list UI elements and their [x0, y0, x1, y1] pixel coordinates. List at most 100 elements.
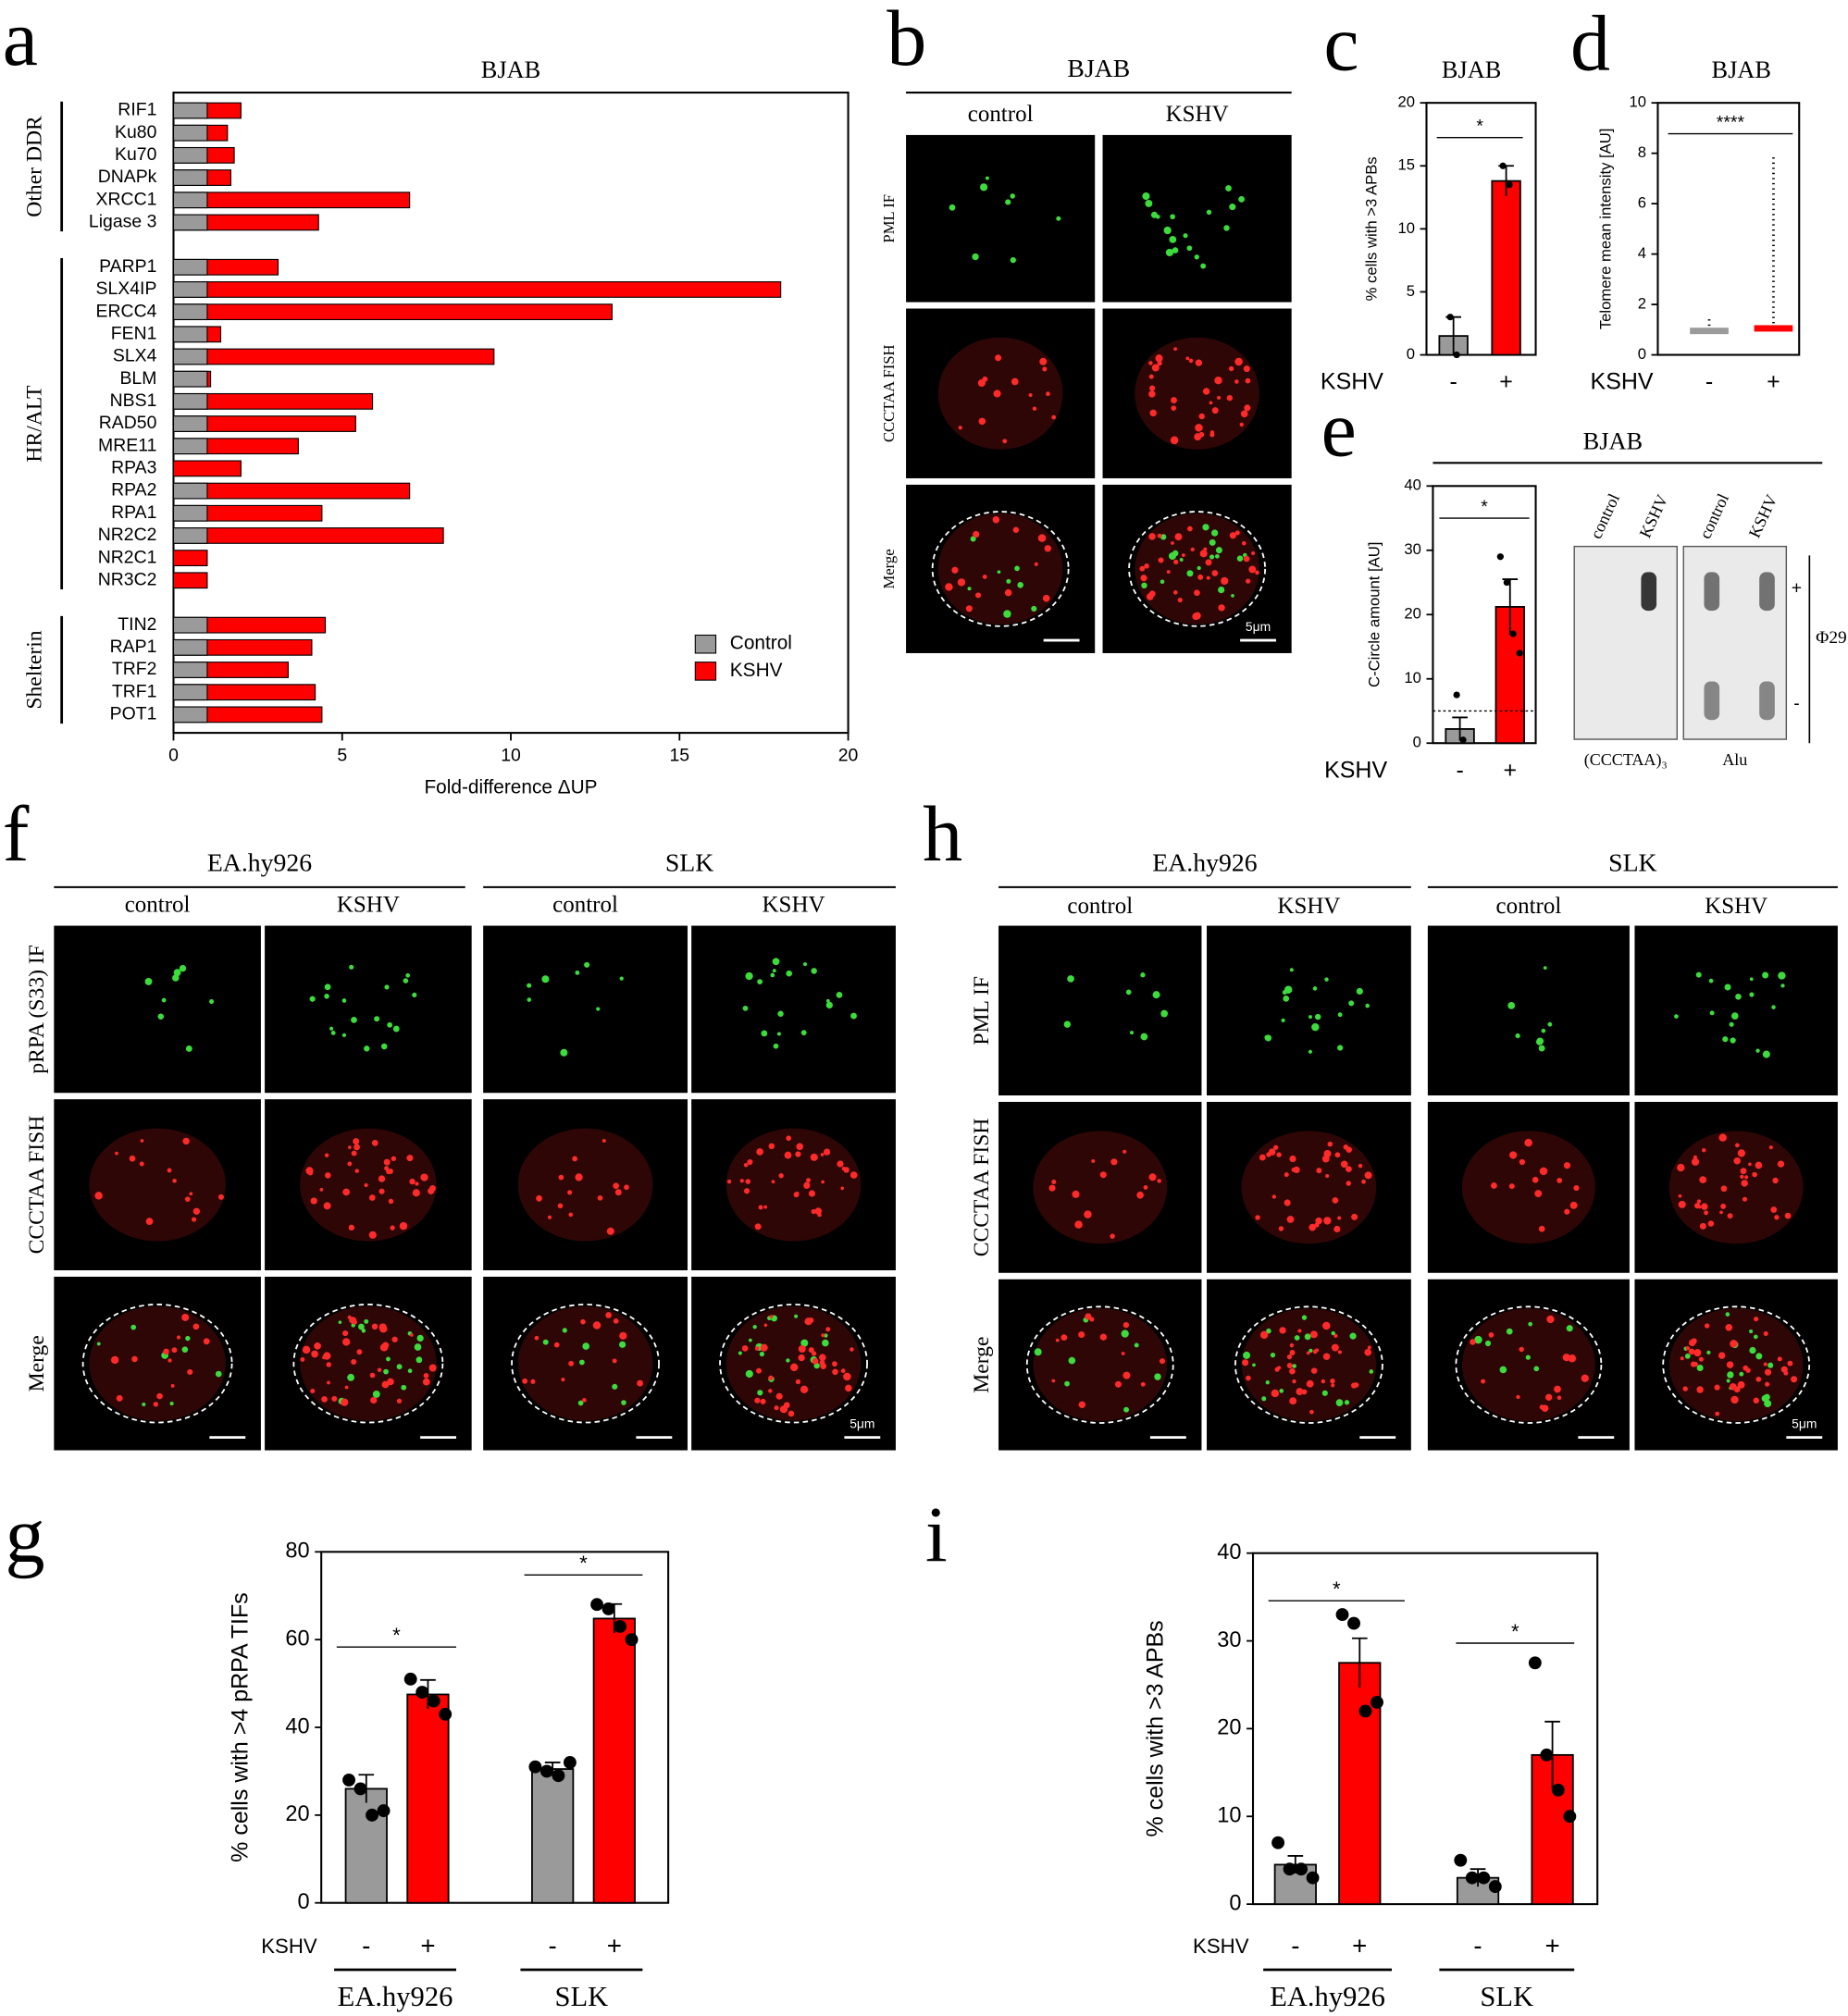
focus [1229, 532, 1236, 539]
focus [1754, 1317, 1759, 1322]
focus [1774, 1215, 1780, 1220]
focus [94, 1192, 103, 1200]
focus [1762, 1050, 1770, 1058]
nucleus-glow [1241, 1131, 1377, 1244]
y-tick-label: 40 [285, 1714, 309, 1738]
focus [1243, 555, 1250, 563]
micrograph [265, 925, 472, 1094]
focus [1310, 1367, 1318, 1374]
focus [794, 1314, 799, 1318]
focus [536, 1194, 542, 1202]
focus [605, 1312, 612, 1318]
focus [1279, 1389, 1284, 1393]
focus [1195, 424, 1203, 432]
focus [388, 1198, 394, 1205]
y-tick-label: 60 [285, 1626, 309, 1651]
focus [758, 1205, 763, 1210]
data-point [1459, 736, 1467, 744]
cell-outline [511, 1304, 660, 1424]
focus [1292, 1364, 1296, 1368]
focus [1209, 538, 1216, 546]
bar [172, 392, 208, 410]
data-point [1370, 1696, 1383, 1709]
row-label: Merge [970, 1337, 994, 1393]
focus [176, 1335, 181, 1340]
focus [1078, 1401, 1086, 1409]
focus [1322, 1353, 1331, 1360]
focus [1141, 582, 1147, 589]
nucleus-glow [1033, 1308, 1168, 1422]
focus [726, 1179, 732, 1184]
data-point [1563, 1810, 1577, 1824]
row-label: PML IF [880, 194, 898, 243]
focus [189, 1192, 193, 1196]
focus [1545, 1393, 1553, 1401]
data-point [353, 1782, 367, 1796]
data-point [1306, 1871, 1320, 1885]
focus [181, 1314, 190, 1321]
chart-title: BJAB [1442, 56, 1501, 83]
legend-swatch [694, 634, 717, 654]
focus [1160, 579, 1165, 585]
focus [1215, 547, 1222, 554]
focus [1735, 993, 1742, 1000]
nucleus-glow [300, 1305, 437, 1421]
group-label: SLK [665, 849, 713, 878]
focus [415, 1181, 419, 1186]
focus [1316, 1168, 1322, 1174]
focus [619, 1341, 626, 1348]
focus [1099, 1333, 1108, 1341]
focus [384, 1166, 390, 1171]
focus [1197, 565, 1201, 571]
focus [330, 1031, 336, 1035]
data-point [403, 1672, 417, 1686]
focus [1309, 1409, 1314, 1415]
focus [832, 1361, 837, 1367]
focus [321, 1395, 328, 1403]
x-axis-label: KSHV [1591, 369, 1654, 395]
focus [637, 1379, 644, 1387]
focus [1245, 377, 1251, 384]
focus [803, 1182, 811, 1190]
focus [1151, 364, 1160, 372]
focus [612, 1358, 617, 1364]
focus [820, 1153, 825, 1156]
row-label: pRPA (S33) IF [25, 945, 49, 1074]
data-point [1446, 314, 1454, 321]
focus [1034, 562, 1038, 566]
focus [621, 1400, 626, 1405]
nucleus-glow [1668, 1308, 1804, 1422]
error-bar [1502, 578, 1519, 635]
focus [396, 1364, 403, 1370]
focus [1042, 594, 1050, 602]
focus [1173, 347, 1178, 352]
focus [951, 566, 959, 574]
data-point [590, 1598, 604, 1612]
data-point [528, 1760, 542, 1774]
focus [1309, 1330, 1318, 1339]
significance-label: * [1481, 497, 1488, 517]
focus [754, 1346, 760, 1351]
y-tick-label: Ligase 3 [89, 212, 156, 232]
focus [1312, 986, 1318, 991]
focus [378, 1188, 385, 1194]
group-label: SLK [555, 1981, 609, 2012]
focus [1327, 1141, 1333, 1147]
focus [1011, 377, 1019, 386]
focus [1349, 1332, 1357, 1340]
cell-outline [1662, 1305, 1811, 1424]
focus [742, 1005, 749, 1011]
focus [192, 1323, 200, 1330]
focus [305, 1167, 314, 1175]
focus [836, 992, 843, 998]
focus [1202, 388, 1210, 395]
panel-letter: i [925, 1490, 948, 1578]
x-tick-label: 10 [501, 745, 521, 765]
nucleus-glow [1033, 1131, 1168, 1244]
focus [1762, 971, 1769, 979]
focus [1139, 565, 1146, 572]
focus [116, 1394, 123, 1402]
focus [1048, 1184, 1056, 1192]
focus [1209, 554, 1215, 560]
focus [995, 354, 1002, 362]
